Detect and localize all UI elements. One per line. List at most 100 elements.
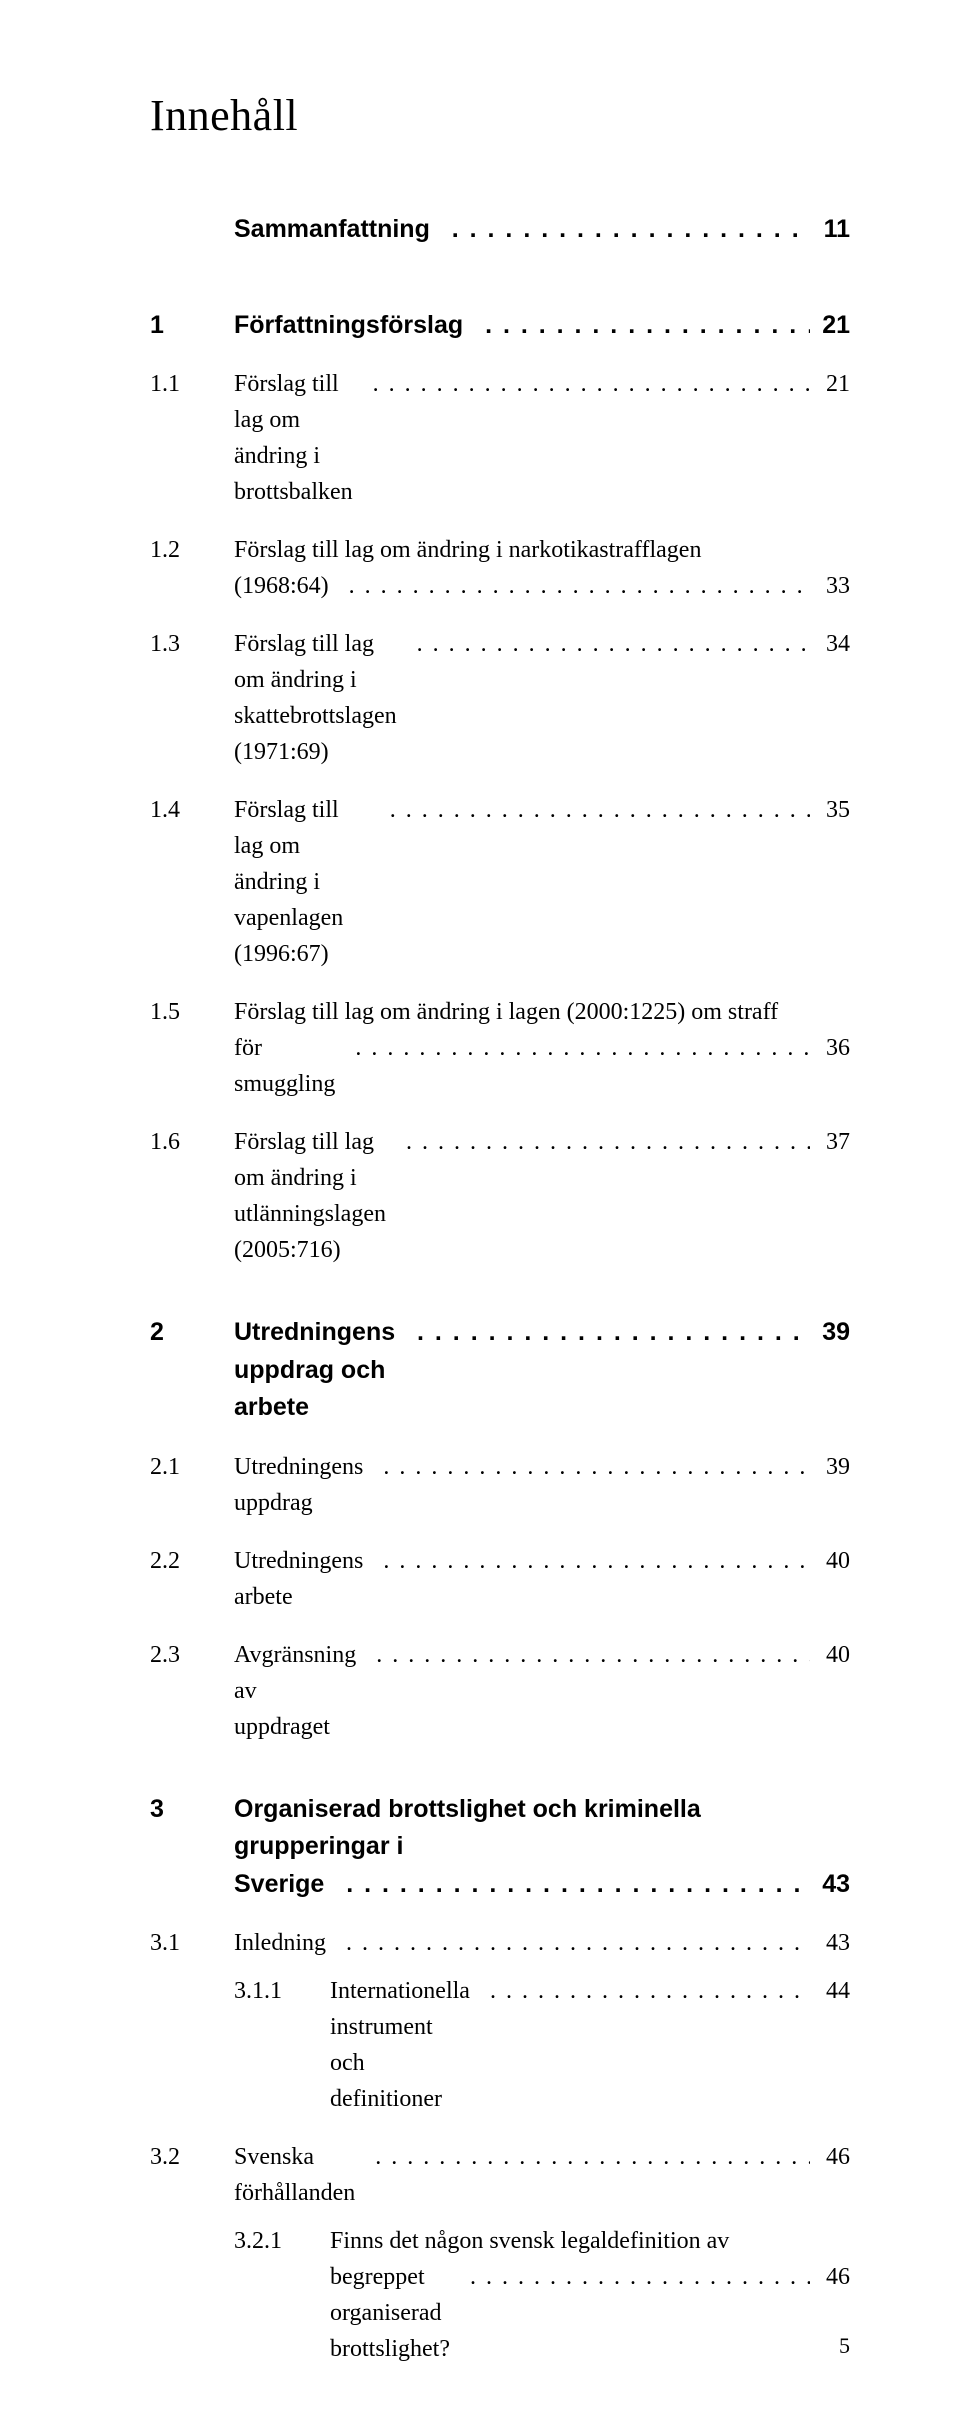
toc-subsection-row: 3.2.1Finns det någon svensk legaldefinit… bbox=[150, 2223, 850, 2367]
toc-leader bbox=[324, 1866, 810, 1904]
toc-chapter-row: 3Organiserad brottslighet och kriminella… bbox=[150, 1791, 850, 1904]
toc-label: Förslag till lag om ändring i utlännings… bbox=[234, 1124, 386, 1268]
toc-label: Internationella instrument och definitio… bbox=[330, 1973, 470, 2117]
toc-label: Utredningens uppdrag bbox=[234, 1449, 363, 1521]
toc-gap bbox=[150, 1757, 850, 1791]
document-title: Innehåll bbox=[150, 90, 850, 141]
toc-section-row: 2.2Utredningens arbete 40 bbox=[150, 1543, 850, 1615]
toc-number: 1.6 bbox=[150, 1124, 234, 1160]
toc-label-continued: för smuggling bbox=[234, 1030, 335, 1102]
toc-leader bbox=[395, 1314, 810, 1352]
toc-label: Förslag till lag om ändring i lagen (200… bbox=[234, 994, 778, 1030]
toc-page-number: 39 bbox=[810, 1449, 850, 1485]
toc-gap bbox=[150, 1280, 850, 1314]
toc-leader bbox=[326, 1925, 810, 1961]
toc-page-number: 35 bbox=[810, 792, 850, 828]
toc-section-row: 1.4Förslag till lag om ändring i vapenla… bbox=[150, 792, 850, 972]
toc-number: 1.5 bbox=[150, 994, 234, 1030]
toc-label: Avgränsning av uppdraget bbox=[234, 1637, 356, 1745]
toc-page-number: 33 bbox=[810, 568, 850, 604]
toc-gap bbox=[150, 1627, 850, 1637]
toc-label-continued: begreppet organiserad brottslighet? bbox=[330, 2259, 450, 2367]
toc-gap bbox=[150, 1114, 850, 1124]
toc-chapter-row: 2Utredningens uppdrag och arbete 39 bbox=[150, 1314, 850, 1427]
toc-section-row: 2.1Utredningens uppdrag 39 bbox=[150, 1449, 850, 1521]
toc-leader bbox=[470, 1973, 810, 2009]
toc-label: Svenska förhållanden bbox=[234, 2139, 355, 2211]
toc-number: 3.1.1 bbox=[150, 1973, 330, 2009]
toc-chapter-row: Sammanfattning 11 bbox=[150, 211, 850, 249]
toc-number: 1 bbox=[150, 307, 234, 345]
toc-page-number: 34 bbox=[810, 626, 850, 662]
toc-gap bbox=[150, 984, 850, 994]
toc-leader bbox=[329, 568, 810, 604]
toc-label: Utredningens uppdrag och arbete bbox=[234, 1314, 395, 1427]
toc-number: 1.3 bbox=[150, 626, 234, 662]
toc-leader bbox=[356, 1637, 810, 1673]
toc-gap bbox=[150, 1915, 850, 1925]
toc-gap bbox=[150, 522, 850, 532]
toc-leader bbox=[397, 626, 810, 662]
toc-label: Författningsförslag bbox=[234, 307, 463, 345]
toc-label: Förslag till lag om ändring i skattebrot… bbox=[234, 626, 397, 770]
toc-section-row: 1.3Förslag till lag om ändring i skatteb… bbox=[150, 626, 850, 770]
toc-number: 3.2.1 bbox=[150, 2223, 330, 2259]
toc-leader bbox=[386, 1124, 810, 1160]
toc-label-continued: Sverige bbox=[234, 1866, 324, 1904]
toc-number: 2 bbox=[150, 1314, 234, 1352]
toc-number: 3.1 bbox=[150, 1925, 234, 1961]
toc-leader bbox=[370, 792, 810, 828]
toc-gap bbox=[150, 1439, 850, 1449]
toc-number: 2.2 bbox=[150, 1543, 234, 1579]
toc-leader bbox=[353, 366, 810, 402]
toc-number: 1.2 bbox=[150, 532, 234, 568]
toc-number: 3 bbox=[150, 1791, 234, 1829]
toc-section-row: 1.6Förslag till lag om ändring i utlänni… bbox=[150, 1124, 850, 1268]
toc-label: Utredningens arbete bbox=[234, 1543, 363, 1615]
toc-number: 1.1 bbox=[150, 366, 234, 402]
table-of-contents: Sammanfattning 111Författningsförslag 21… bbox=[150, 211, 850, 2367]
toc-page-number: 46 bbox=[810, 2139, 850, 2175]
toc-page-number: 46 bbox=[810, 2259, 850, 2295]
toc-page-number: 44 bbox=[810, 1973, 850, 2009]
toc-leader bbox=[355, 2139, 810, 2175]
toc-label-continued: (1968:64) bbox=[234, 568, 329, 604]
toc-gap bbox=[150, 782, 850, 792]
toc-leader bbox=[363, 1449, 810, 1485]
toc-label: Finns det någon svensk legaldefinition a… bbox=[330, 2223, 729, 2259]
toc-number: 3.2 bbox=[150, 2139, 234, 2175]
toc-leader bbox=[335, 1030, 810, 1066]
toc-gap bbox=[150, 616, 850, 626]
toc-page-number: 43 bbox=[810, 1925, 850, 1961]
toc-label: Organiserad brottslighet och kriminella … bbox=[234, 1791, 850, 1866]
toc-section-row: 2.3Avgränsning av uppdraget 40 bbox=[150, 1637, 850, 1745]
toc-page-number: 40 bbox=[810, 1637, 850, 1673]
page-container: Innehåll Sammanfattning 11 1Författningsf… bbox=[0, 0, 960, 2419]
toc-page-number: 37 bbox=[810, 1124, 850, 1160]
toc-page-number: 21 bbox=[810, 307, 850, 345]
toc-page-number: 36 bbox=[810, 1030, 850, 1066]
toc-leader bbox=[430, 211, 810, 249]
toc-gap bbox=[150, 261, 850, 307]
toc-page-number: 43 bbox=[810, 1866, 850, 1904]
toc-section-row: 1.2Förslag till lag om ändring i narkoti… bbox=[150, 532, 850, 604]
toc-section-row: 1.5Förslag till lag om ändring i lagen (… bbox=[150, 994, 850, 1102]
toc-page-number: 40 bbox=[810, 1543, 850, 1579]
toc-number: 2.3 bbox=[150, 1637, 234, 1673]
toc-chapter-row: 1Författningsförslag 21 bbox=[150, 307, 850, 345]
toc-section-row: 3.2Svenska förhållanden 46 bbox=[150, 2139, 850, 2211]
toc-leader bbox=[450, 2259, 810, 2295]
toc-leader bbox=[363, 1543, 810, 1579]
toc-label: Inledning bbox=[234, 1925, 326, 1961]
toc-label: Förslag till lag om ändring i narkotikas… bbox=[234, 532, 701, 568]
footer-page-number: 5 bbox=[839, 2333, 850, 2359]
toc-label: Förslag till lag om ändring i brottsbalk… bbox=[234, 366, 353, 510]
toc-gap bbox=[150, 2129, 850, 2139]
toc-leader bbox=[463, 307, 810, 345]
toc-page-number: 11 bbox=[810, 211, 850, 249]
toc-section-row: 1.1Förslag till lag om ändring i brottsb… bbox=[150, 366, 850, 510]
toc-label: Förslag till lag om ändring i vapenlagen… bbox=[234, 792, 370, 972]
toc-page-number: 39 bbox=[810, 1314, 850, 1352]
toc-number: 2.1 bbox=[150, 1449, 234, 1485]
toc-subsection-row: 3.1.1Internationella instrument och defi… bbox=[150, 1973, 850, 2117]
